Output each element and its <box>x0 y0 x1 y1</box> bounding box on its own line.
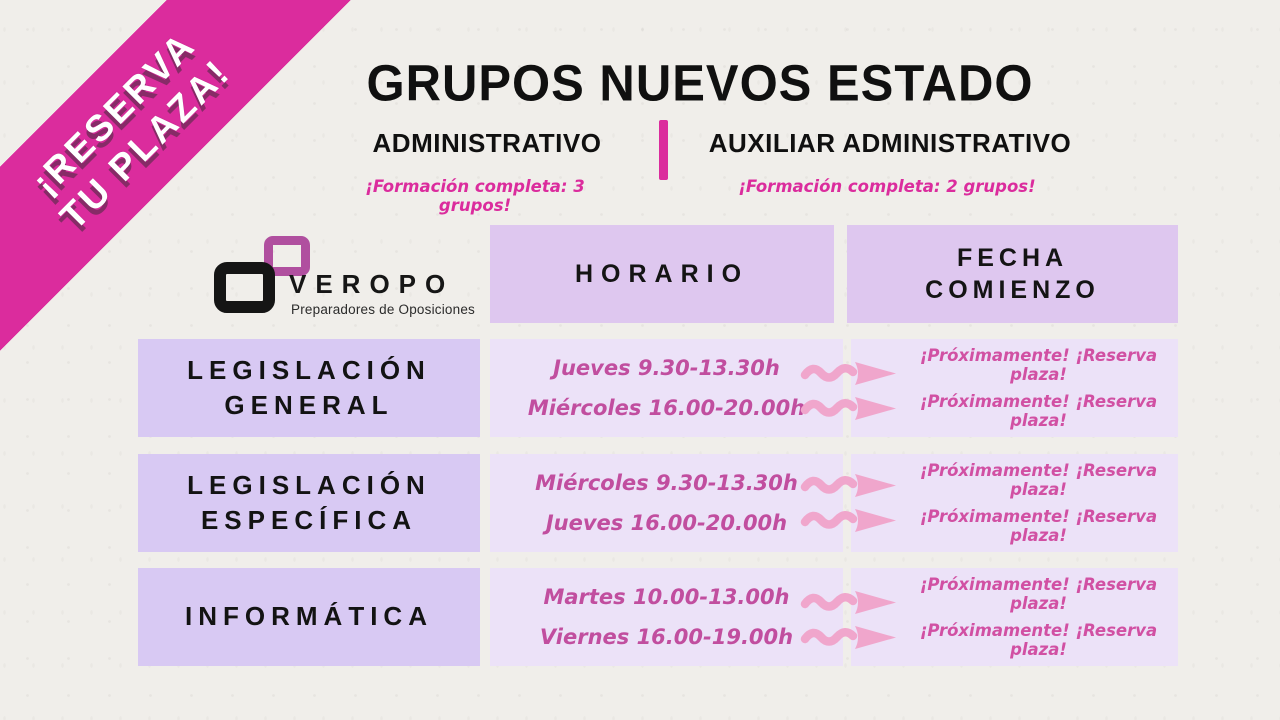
fecha-line: ¡Próximamente! ¡Reserva plaza! <box>919 620 1158 659</box>
subtitle-administrativo: ADMINISTRATIVO <box>372 128 602 158</box>
fecha-line: ¡Próximamente! ¡Reserva plaza! <box>919 461 1158 500</box>
fecha-cell: ¡Próximamente! ¡Reserva plaza! ¡Próximam… <box>851 568 1178 666</box>
row-label-legislacion-especifica: LEGISLACIÓN ESPECÍFICA <box>138 454 480 552</box>
logo-pink-square-icon <box>264 236 310 276</box>
brand-tagline: Preparadores de Oposiciones <box>291 302 476 317</box>
schedule-line: Jueves 9.30-13.30h <box>553 355 780 380</box>
schedule-line: Miércoles 16.00-20.00h <box>527 396 806 421</box>
row-label-legislacion-general: LEGISLACIÓN GENERAL <box>138 339 480 437</box>
fecha-line: ¡Próximamente! ¡Reserva plaza! <box>919 391 1158 430</box>
row-label-informatica: INFORMÁTICA <box>138 568 480 666</box>
squiggly-arrow-icon <box>800 591 896 614</box>
fecha-line: ¡Próximamente! ¡Reserva plaza! <box>919 575 1158 614</box>
schedule-line: Martes 10.00-13.00h <box>543 584 790 609</box>
squiggly-arrow-icon <box>800 397 896 420</box>
subtitle-divider <box>659 120 668 180</box>
note-formacion-right: ¡Formación completa: 2 grupos! <box>738 177 1036 196</box>
schedule-line: Viernes 16.00-19.00h <box>539 625 794 650</box>
fecha-cell: ¡Próximamente! ¡Reserva plaza! ¡Próximam… <box>851 454 1178 552</box>
squiggly-arrow-icon <box>800 362 896 385</box>
brand-name: VEROPO <box>289 269 455 299</box>
page-title: GRUPOS NUEVOS ESTADO <box>366 55 1034 113</box>
schedule-cell: Martes 10.00-13.00h Viernes 16.00-19.00h <box>490 568 843 666</box>
note-formacion-left: ¡Formación completa: 3 grupos! <box>365 177 585 215</box>
brand-logo: VEROPO Preparadores de Oposiciones <box>212 232 482 327</box>
squiggly-arrow-icon <box>800 509 896 532</box>
fecha-cell: ¡Próximamente! ¡Reserva plaza! ¡Próximam… <box>851 339 1178 437</box>
fecha-line: ¡Próximamente! ¡Reserva plaza! <box>919 346 1158 385</box>
schedule-cell: Jueves 9.30-13.30h Miércoles 16.00-20.00… <box>490 339 843 437</box>
squiggly-arrow-icon <box>800 626 896 649</box>
schedule-line: Miércoles 9.30-13.30h <box>535 470 798 495</box>
schedule-line: Jueves 16.00-20.00h <box>545 511 788 536</box>
column-header-horario: HORARIO <box>490 225 834 323</box>
logo-black-square-icon <box>214 262 275 313</box>
fecha-line: ¡Próximamente! ¡Reserva plaza! <box>919 506 1158 545</box>
subtitle-auxiliar-administrativo: AUXILIAR ADMINISTRATIVO <box>708 128 1072 158</box>
column-header-fecha-comienzo: FECHA COMIENZO <box>847 225 1178 323</box>
squiggly-arrow-icon <box>800 474 896 497</box>
schedule-cell: Miércoles 9.30-13.30h Jueves 16.00-20.00… <box>490 454 843 552</box>
